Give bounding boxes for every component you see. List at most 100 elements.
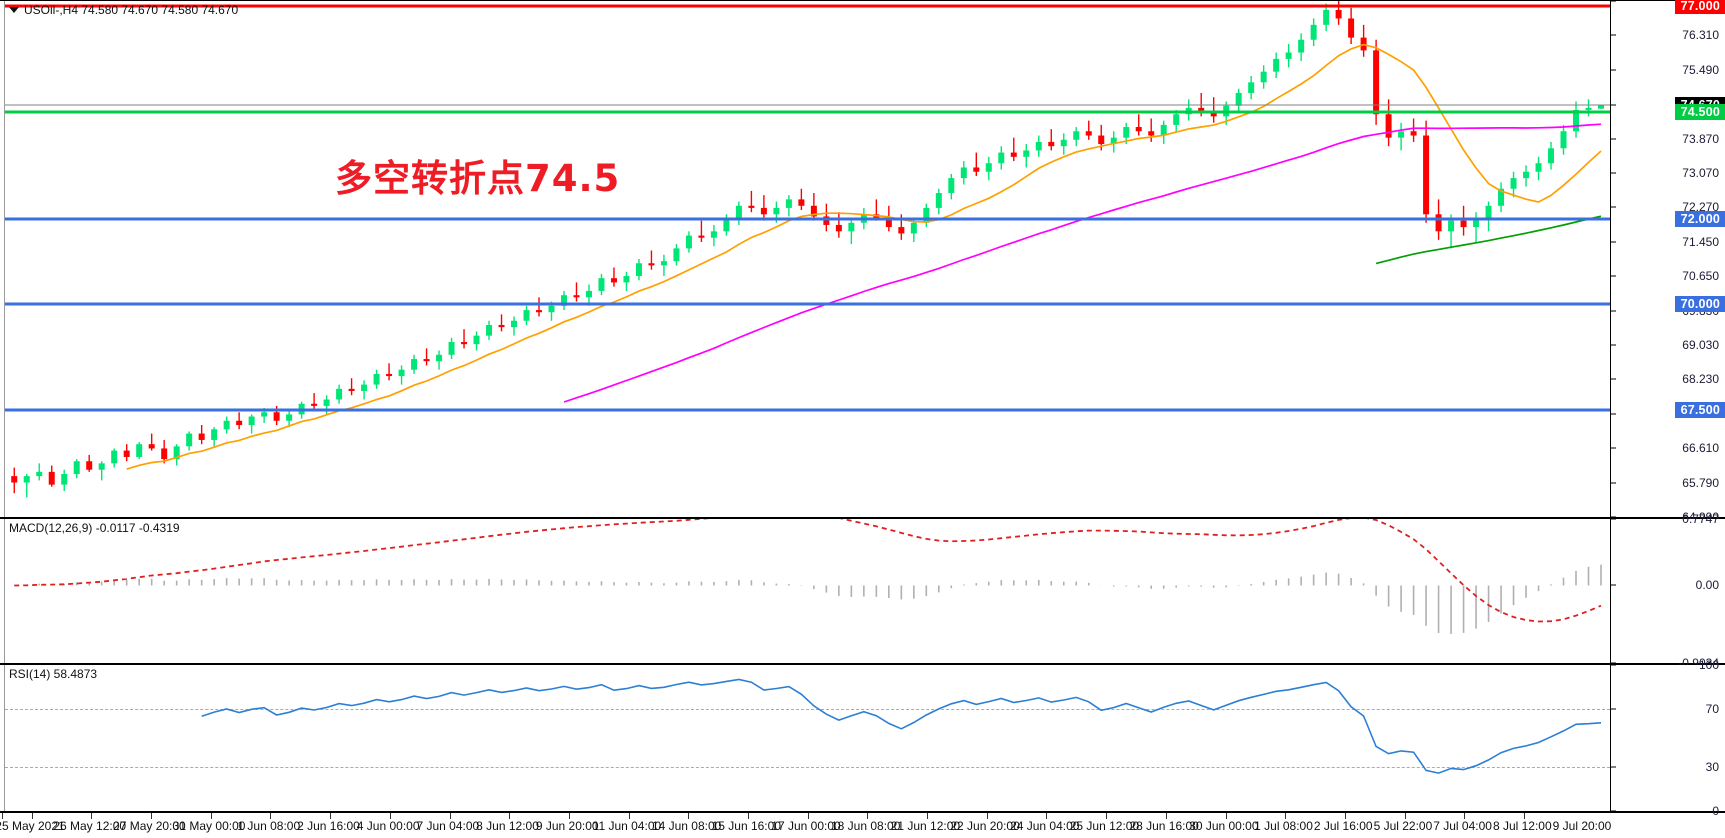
time-tick xyxy=(330,812,332,819)
macd-y-axis[interactable]: 0.7747 0.00 -0.9034 xyxy=(1610,512,1725,670)
level-line-pivot-74-5[interactable] xyxy=(0,110,1610,114)
rsi-y-label: 0 xyxy=(1712,804,1719,818)
level-tag-resistance-77[interactable]: 77.000 xyxy=(1674,0,1725,14)
time-axis-label: 27 May 20:00 xyxy=(113,819,186,833)
price-pane-left-rail xyxy=(0,1,5,517)
time-axis-label: 21 Jun 12:00 xyxy=(890,819,961,833)
time-tick xyxy=(1106,812,1108,819)
rsi-band-70 xyxy=(0,708,1610,710)
time-tick xyxy=(628,812,630,819)
price-y-label: 69.030 xyxy=(1682,338,1719,352)
macd-series-svg xyxy=(14,519,1602,634)
time-tick xyxy=(91,812,93,819)
time-axis-label: 7 Jul 04:00 xyxy=(1433,819,1492,833)
price-y-tick xyxy=(1611,104,1616,106)
time-tick xyxy=(449,812,451,819)
time-axis-label: 25 May 2021 xyxy=(0,819,65,833)
time-tick xyxy=(927,812,929,819)
time-tick xyxy=(210,812,212,819)
symbol-header: USOil-,H4 74.580 74.670 74.580 74.670 xyxy=(9,3,238,17)
price-y-axis[interactable]: 77.11076.31075.49074.67073.87073.07072.2… xyxy=(1610,0,1725,524)
price-y-label: 65.790 xyxy=(1682,475,1719,490)
price-y-tick xyxy=(1611,34,1616,36)
time-tick xyxy=(1524,812,1525,819)
time-axis-label: 5 Jul 22:00 xyxy=(1373,819,1433,833)
price-y-tick xyxy=(1611,516,1616,518)
price-y-tick xyxy=(1611,172,1616,174)
moving-average-line xyxy=(126,43,1602,470)
time-axis-label: 30 Jun 00:00 xyxy=(1189,819,1259,833)
time-axis-label: 8 Jun 12:00 xyxy=(476,819,539,833)
rsi-pane[interactable]: 100 70 30 0 RSI(14) 58.4873 xyxy=(0,658,1725,818)
price-y-tick xyxy=(1611,275,1616,277)
price-y-label: 75.490 xyxy=(1682,62,1719,77)
price-y-tick xyxy=(1611,378,1616,380)
time-tick xyxy=(509,812,511,819)
macd-y-label: 0.00 xyxy=(1695,578,1719,593)
price-y-label: 76.310 xyxy=(1682,28,1719,43)
macd-y-tick xyxy=(1611,662,1616,664)
macd-pane[interactable]: 0.7747 0.00 -0.9034 MACD(12,26,9) -0.0117 … xyxy=(0,512,1725,670)
time-tick xyxy=(568,812,570,819)
time-tick xyxy=(1404,812,1406,819)
time-tick xyxy=(986,812,988,819)
price-y-tick xyxy=(1611,310,1616,312)
macd-y-label: 0.7747 xyxy=(1682,512,1719,526)
time-axis-label: 25 Jun 12:00 xyxy=(1069,819,1140,833)
rsi-line xyxy=(201,678,1602,774)
price-y-label: 68.230 xyxy=(1682,372,1719,387)
macd-y-tick xyxy=(1611,518,1616,520)
time-tick xyxy=(2,812,3,819)
macd-plot-area[interactable] xyxy=(0,519,1610,663)
time-axis-label: 31 May 00:00 xyxy=(172,819,246,833)
level-line-support-70[interactable] xyxy=(0,302,1610,306)
rsi-y-axis[interactable]: 100 70 30 0 xyxy=(1610,658,1725,818)
time-axis-label: 26 May 12:00 xyxy=(53,819,127,833)
level-tag-support-72[interactable]: 72.000 xyxy=(1674,210,1725,227)
level-tag-pivot-74-5[interactable]: 74.500 xyxy=(1674,104,1725,121)
rsi-y-label: 30 xyxy=(1705,760,1719,775)
time-tick xyxy=(1165,812,1167,819)
rsi-y-label: 70 xyxy=(1705,701,1719,716)
price-chart-pane[interactable]: 77.11076.31075.49074.67073.87073.07072.2… xyxy=(0,0,1725,524)
time-tick xyxy=(1464,812,1466,819)
price-y-label: 70.650 xyxy=(1682,269,1719,284)
macd-title: MACD(12,26,9) -0.0117 -0.4319 xyxy=(9,521,180,535)
level-tag-support-67-5[interactable]: 67.500 xyxy=(1674,402,1725,419)
rsi-y-label: 100 xyxy=(1698,658,1719,672)
symbol-header-text: USOil-,H4 74.580 74.670 74.580 74.670 xyxy=(24,3,239,17)
time-axis-label: 9 Jul 20:00 xyxy=(1552,819,1612,833)
time-tick xyxy=(1225,812,1227,819)
time-axis[interactable]: 25 May 2021 26 May 12:00 27 May 20:00 31 Ma… xyxy=(0,812,1725,838)
time-axis-label: 2 Jul 16:00 xyxy=(1313,819,1373,833)
time-axis-label: 24 Jun 04:00 xyxy=(1010,819,1080,833)
rsi-y-tick xyxy=(1611,766,1616,768)
macd-signal-line xyxy=(14,519,1602,623)
chart-annotation-text: 多空转折点74.5 xyxy=(335,157,621,200)
time-axis-label: 14 Jun 08:00 xyxy=(651,819,722,833)
time-tick xyxy=(270,812,272,819)
price-y-tick xyxy=(1611,69,1616,71)
price-y-tick xyxy=(1611,206,1616,208)
rsi-y-tick xyxy=(1611,664,1616,666)
level-line-support-67-5[interactable] xyxy=(0,408,1610,412)
time-tick xyxy=(1285,812,1287,819)
time-axis-label: 17 Jun 00:00 xyxy=(771,819,841,833)
rsi-y-tick xyxy=(1611,708,1616,710)
level-line-resistance-77[interactable] xyxy=(0,4,1610,8)
time-axis-label: 7 Jun 04:00 xyxy=(416,819,480,833)
price-y-tick xyxy=(1611,138,1616,140)
level-tag-support-70[interactable]: 70.000 xyxy=(1674,295,1725,312)
time-tick xyxy=(688,812,690,819)
level-line-support-72[interactable] xyxy=(0,217,1610,221)
rsi-plot-area[interactable] xyxy=(0,665,1610,811)
moving-average-line xyxy=(1375,215,1602,265)
rsi-y-tick xyxy=(1611,810,1616,812)
time-tick xyxy=(807,812,809,819)
time-tick xyxy=(31,812,33,819)
time-axis-label: 2 Jun 16:00 xyxy=(297,819,360,833)
chevron-down-icon[interactable] xyxy=(9,6,19,13)
price-plot-area[interactable] xyxy=(0,1,1610,517)
time-axis-label: 11 Jun 04:00 xyxy=(592,819,662,833)
